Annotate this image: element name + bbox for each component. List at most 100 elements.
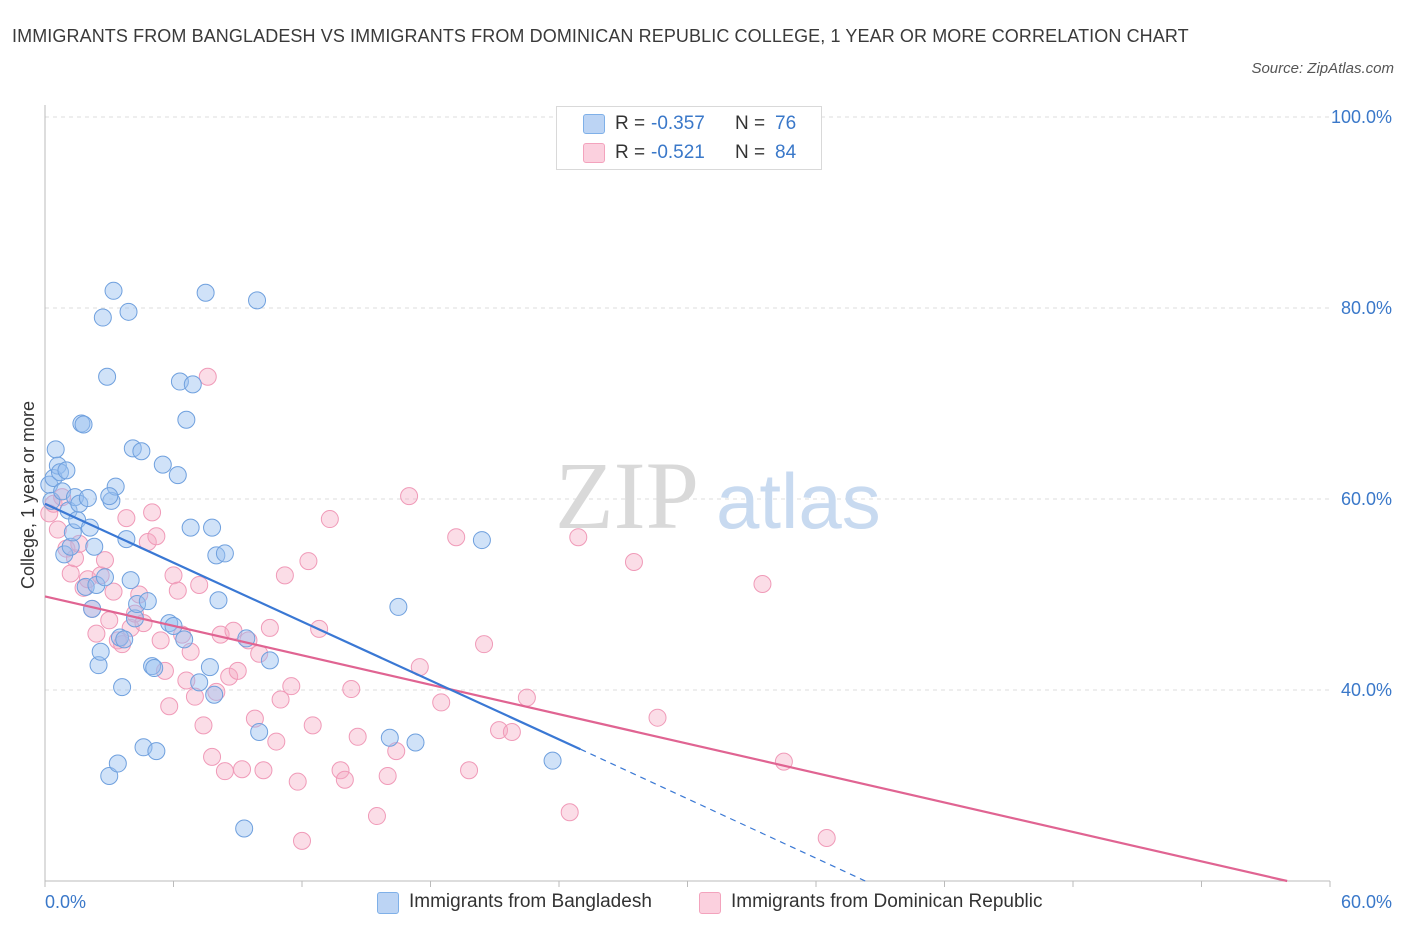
data-point-dominican (185, 687, 204, 706)
data-point-dominican (460, 761, 479, 780)
data-point-dominican (194, 716, 213, 735)
data-point-dominican (271, 690, 290, 709)
trend-line-dominican (44, 595, 1288, 883)
data-point-bangladesh (57, 461, 76, 480)
y-axis-label: College, 1 year or more (18, 401, 38, 589)
data-point-dominican (220, 667, 239, 686)
trend-lines (44, 502, 1288, 883)
data-point-bangladesh (100, 487, 119, 506)
data-point-bangladesh (209, 591, 228, 610)
tick-labels: 100.0% 80.0% 60.0% 40.0% 0.0% 60.0% (45, 107, 1392, 912)
data-point-bangladesh (406, 733, 425, 752)
data-point-dominican (215, 762, 234, 781)
legend-swatch-pink (699, 892, 721, 914)
data-point-bangladesh (119, 302, 138, 321)
data-point-dominican (569, 528, 588, 547)
data-point-bangladesh (153, 455, 172, 474)
data-point-bangladesh (175, 630, 194, 649)
series-dominican-points (40, 367, 836, 850)
data-point-bangladesh (98, 367, 117, 386)
data-point-bangladesh (61, 537, 80, 556)
y-tick-label: 100.0% (1331, 107, 1392, 127)
data-point-bangladesh (200, 658, 219, 677)
data-point-bangladesh (89, 656, 108, 675)
data-point-bangladesh (74, 415, 93, 434)
data-point-bangladesh (203, 518, 222, 537)
data-point-bangladesh (78, 489, 97, 508)
data-point-dominican (48, 520, 67, 539)
data-point-bangladesh (138, 592, 157, 611)
data-point-bangladesh (132, 442, 151, 461)
data-point-dominican (400, 487, 419, 506)
data-point-dominican (282, 677, 301, 696)
data-point-bangladesh (70, 494, 89, 513)
data-point-dominican (151, 631, 170, 650)
data-point-bangladesh (250, 723, 269, 742)
data-point-dominican (254, 761, 273, 780)
y-tick-label: 60.0% (1341, 489, 1392, 509)
data-point-dominican (275, 566, 294, 585)
data-point-dominican (517, 688, 536, 707)
data-point-bangladesh (85, 537, 104, 556)
legend-swatch-pink (583, 143, 605, 163)
data-point-bangladesh (472, 531, 491, 550)
data-point-bangladesh (177, 410, 196, 429)
data-point-bangladesh (380, 728, 399, 747)
legend-n-value: 76 (775, 113, 797, 134)
chart-title: IMMIGRANTS FROM BANGLADESH VS IMMIGRANTS… (12, 26, 1189, 46)
watermark-atlas: atlas (716, 457, 881, 545)
legend-r-label: R = (615, 113, 646, 134)
data-point-dominican (475, 635, 494, 654)
legend-swatch-blue (583, 114, 605, 134)
legend-n-label: N = (735, 113, 766, 134)
legend-n-label: N = (735, 142, 766, 163)
data-point-dominican (560, 803, 579, 822)
data-point-dominican (104, 582, 123, 601)
legend-r-value: -0.521 (651, 142, 705, 163)
data-point-dominican (348, 727, 367, 746)
data-point-bangladesh (389, 597, 408, 616)
data-point-bangladesh (128, 595, 147, 614)
data-point-bangladesh (46, 440, 65, 459)
data-point-dominican (203, 747, 222, 766)
data-point-dominican (817, 829, 836, 848)
data-point-dominican (160, 697, 179, 716)
data-point-bangladesh (168, 466, 187, 485)
grid-lines (45, 116, 1330, 691)
legend-r-label: R = (615, 142, 646, 163)
y-tick-label: 40.0% (1341, 680, 1392, 700)
data-point-dominican (624, 553, 643, 572)
data-point-dominican (260, 618, 279, 637)
data-point-dominican (648, 708, 667, 727)
data-point-bangladesh (102, 491, 121, 510)
data-point-dominican (233, 760, 252, 779)
data-point-bangladesh (145, 659, 164, 678)
data-point-dominican (447, 528, 466, 547)
data-point-bangladesh (55, 545, 74, 564)
data-point-bangladesh (93, 308, 112, 327)
data-point-dominican (207, 682, 226, 701)
data-point-dominican (190, 575, 209, 594)
data-point-dominican (65, 549, 84, 568)
axes (44, 105, 1331, 887)
data-point-dominican (198, 367, 217, 386)
data-point-bangladesh (215, 544, 234, 563)
data-point-dominican (147, 527, 166, 546)
data-point-dominican (367, 807, 386, 826)
data-point-bangladesh (121, 571, 140, 590)
data-point-dominican (143, 503, 162, 522)
data-point-bangladesh (95, 568, 114, 587)
data-point-dominican (164, 566, 183, 585)
data-point-bangladesh (91, 642, 110, 661)
data-point-dominican (168, 581, 187, 600)
data-point-dominican (100, 611, 119, 630)
data-point-dominican (432, 693, 451, 712)
data-point-bangladesh (106, 477, 125, 496)
data-point-bangladesh (183, 375, 202, 394)
data-point-bangladesh (113, 678, 132, 697)
data-point-bangladesh (100, 766, 119, 785)
data-point-bangladesh (181, 518, 200, 537)
data-point-dominican (288, 772, 307, 791)
data-point-bangladesh (260, 651, 279, 670)
data-point-bangladesh (196, 283, 215, 302)
